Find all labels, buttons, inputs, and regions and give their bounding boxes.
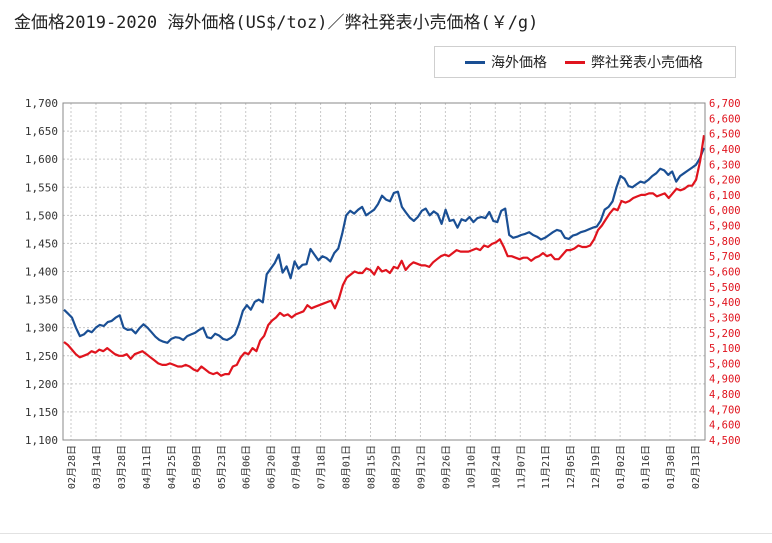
right-tick-label: 4,500 (709, 435, 741, 447)
x-tick-label: 04月25日 (166, 445, 178, 489)
legend-label-retail: 弊社発表小売価格 (591, 55, 703, 71)
plot-frame (62, 102, 706, 441)
series-line-retail (63, 135, 706, 377)
right-tick-label: 5,500 (709, 282, 741, 294)
left-tick-label: 1,200 (25, 378, 58, 391)
right-tick-label: 6,000 (709, 205, 741, 217)
left-tick-label: 1,250 (25, 350, 58, 363)
left-tick-label: 1,400 (25, 266, 58, 279)
left-tick-label: 1,600 (25, 153, 58, 166)
right-tick-label: 6,400 (709, 144, 741, 156)
x-tick-label: 04月11日 (141, 445, 153, 489)
x-tick-label: 06月20日 (266, 445, 278, 489)
x-axis-ticks: 02月28日 03月14日 03月28日 04月11日 04月25日 05月09日 05月2… (66, 445, 702, 489)
x-tick-label: 10月10日 (465, 445, 477, 489)
x-tick-label: 01月30日 (665, 445, 677, 489)
x-tick-label: 01月16日 (640, 445, 652, 489)
legend-label-overseas: 海外価格 (491, 55, 547, 71)
series-lines (63, 135, 706, 377)
x-tick-label: 07月04日 (291, 445, 303, 489)
right-tick-label: 5,300 (709, 312, 741, 324)
left-tick-label: 1,350 (25, 294, 58, 307)
right-tick-label: 4,900 (709, 374, 741, 386)
x-tick-label: 12月05日 (565, 445, 577, 489)
right-tick-label: 6,300 (709, 159, 741, 171)
left-tick-label: 1,450 (25, 237, 58, 250)
legend-item-retail: 弊社発表小売価格 (565, 52, 703, 72)
x-tick-label: 11月21日 (540, 445, 552, 489)
right-tick-label: 6,200 (709, 175, 741, 187)
x-tick-label: 03月14日 (91, 445, 103, 489)
right-tick-label: 6,600 (709, 113, 741, 125)
x-tick-label: 12月19日 (590, 445, 602, 489)
x-tick-label: 08月01日 (341, 445, 353, 489)
right-tick-label: 5,200 (709, 328, 741, 340)
left-tick-label: 1,500 (25, 209, 58, 222)
x-tick-label: 10月24日 (490, 445, 502, 489)
x-tick-label: 09月12日 (415, 445, 427, 489)
x-tick-label: 05月23日 (216, 445, 228, 489)
right-tick-label: 5,100 (709, 343, 741, 355)
legend-item-overseas: 海外価格 (465, 52, 547, 72)
legend-swatch-retail (565, 60, 585, 64)
x-tick-label: 09月26日 (440, 445, 452, 489)
right-axis-ticks: 4,500 4,600 4,700 4,800 4,900 5,000 5,100 5,200… (709, 98, 741, 447)
right-tick-label: 5,900 (709, 221, 741, 233)
right-tick-label: 5,400 (709, 297, 741, 309)
left-tick-label: 1,550 (25, 181, 58, 194)
x-tick-label: 07月18日 (316, 445, 328, 489)
left-tick-label: 1,650 (25, 125, 58, 138)
right-tick-label: 4,800 (709, 389, 741, 401)
right-tick-label: 6,100 (709, 190, 741, 202)
left-axis-ticks: 1,100 1,150 1,200 1,250 1,300 1,350 1,400 1,450… (25, 97, 58, 447)
x-tick-label: 06月06日 (241, 445, 253, 489)
x-tick-label: 02月28日 (66, 445, 78, 489)
right-tick-label: 6,500 (709, 129, 741, 141)
right-tick-label: 5,600 (709, 267, 741, 279)
chart-legend: 海外価格 弊社発表小売価格 (434, 46, 736, 78)
right-tick-label: 5,000 (709, 358, 741, 370)
x-tick-label: 01月02日 (615, 445, 627, 489)
left-tick-label: 1,300 (25, 322, 58, 335)
series-line-overseas (63, 147, 706, 344)
x-tick-label: 03月28日 (116, 445, 128, 489)
right-tick-label: 6,700 (709, 98, 741, 110)
x-tick-label: 05月09日 (191, 445, 203, 489)
bottom-divider (0, 533, 772, 534)
chart-title: 金価格2019-2020 海外価格(US$/toz)／弊社発表小売価格(￥/g) (14, 13, 539, 33)
right-tick-label: 4,700 (709, 404, 741, 416)
legend-swatch-overseas (465, 60, 485, 64)
right-tick-label: 4,600 (709, 420, 741, 432)
right-tick-label: 5,700 (709, 251, 741, 263)
left-tick-label: 1,700 (25, 97, 58, 110)
x-tick-label: 08月29日 (390, 445, 402, 489)
x-tick-label: 11月07日 (515, 445, 527, 489)
left-tick-label: 1,100 (25, 434, 58, 447)
right-tick-label: 5,800 (709, 236, 741, 248)
line-chart: 1,100 1,150 1,200 1,250 1,300 1,350 1,400 1,450… (25, 97, 741, 489)
x-tick-label: 02月13日 (690, 445, 702, 489)
left-tick-label: 1,150 (25, 406, 58, 419)
x-tick-label: 08月15日 (366, 445, 378, 489)
